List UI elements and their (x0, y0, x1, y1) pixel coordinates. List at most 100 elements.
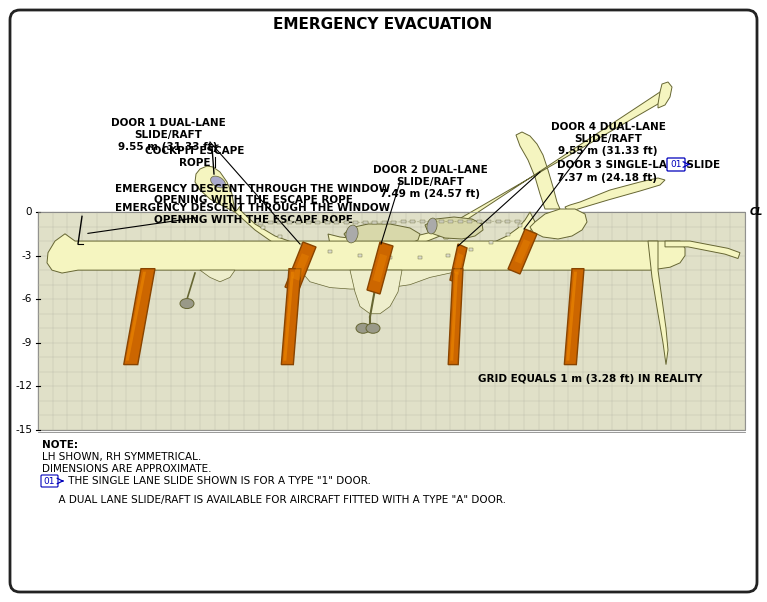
Bar (489, 241, 493, 244)
Bar (258, 222, 263, 225)
Text: 01: 01 (670, 160, 682, 169)
Text: DOOR 4 DUAL-LANE
SLIDE/RAFT
9.55 m (31.33 ft): DOOR 4 DUAL-LANE SLIDE/RAFT 9.55 m (31.3… (551, 122, 666, 155)
Bar (296, 221, 301, 224)
Polygon shape (370, 227, 378, 246)
Polygon shape (665, 241, 740, 258)
Polygon shape (648, 241, 668, 365)
Polygon shape (123, 268, 155, 365)
Text: DOOR 3 SINGLE-LANE SLIDE: DOOR 3 SINGLE-LANE SLIDE (557, 160, 720, 170)
Bar (439, 220, 443, 223)
Polygon shape (658, 82, 672, 108)
Bar (400, 220, 406, 223)
Bar (457, 220, 463, 223)
Bar (469, 248, 473, 251)
Bar (429, 220, 434, 223)
FancyBboxPatch shape (10, 10, 757, 592)
Bar (277, 222, 282, 225)
Bar (505, 220, 510, 223)
Bar (486, 220, 491, 223)
Bar (301, 243, 304, 246)
Polygon shape (448, 268, 463, 365)
Polygon shape (516, 132, 560, 209)
Polygon shape (344, 224, 420, 248)
Bar (518, 224, 522, 227)
Polygon shape (200, 270, 235, 282)
Ellipse shape (356, 323, 370, 334)
Polygon shape (350, 270, 402, 314)
Bar (353, 221, 358, 224)
Bar (381, 220, 387, 223)
Text: 7.37 m (24.18 ft): 7.37 m (24.18 ft) (557, 173, 657, 183)
Bar (418, 256, 422, 259)
Bar (324, 221, 330, 224)
Ellipse shape (346, 225, 358, 243)
Polygon shape (566, 272, 577, 361)
Bar (476, 220, 482, 223)
Bar (448, 220, 453, 223)
Text: 0: 0 (25, 207, 32, 217)
Bar (315, 221, 320, 224)
Text: NOTE:: NOTE: (42, 440, 78, 450)
Polygon shape (235, 206, 535, 270)
Text: -9: -9 (21, 338, 32, 348)
Bar (334, 221, 339, 224)
Polygon shape (515, 239, 531, 264)
Polygon shape (425, 217, 483, 239)
Polygon shape (328, 92, 665, 248)
Ellipse shape (211, 176, 225, 188)
Bar (505, 233, 509, 236)
Text: CL: CL (750, 207, 763, 217)
Bar (467, 220, 472, 223)
Polygon shape (47, 234, 685, 273)
Polygon shape (195, 166, 235, 212)
Text: GRID EQUALS 1 m (3.28 ft) IN REALITY: GRID EQUALS 1 m (3.28 ft) IN REALITY (478, 374, 702, 384)
Polygon shape (292, 253, 309, 281)
Polygon shape (442, 220, 451, 239)
Text: -12: -12 (15, 382, 32, 391)
Ellipse shape (366, 323, 380, 334)
Polygon shape (565, 268, 584, 365)
Polygon shape (281, 268, 301, 365)
Polygon shape (450, 244, 467, 284)
Bar (358, 254, 362, 257)
Text: EMERGENCY DESCENT THROUGH THE WINDOW
OPENING WITH THE ESCAPE ROPE: EMERGENCY DESCENT THROUGH THE WINDOW OPE… (116, 203, 390, 225)
Bar (363, 221, 367, 224)
Polygon shape (530, 209, 587, 239)
Text: -3: -3 (21, 250, 32, 261)
Polygon shape (283, 272, 294, 361)
Bar (388, 256, 392, 259)
Text: -6: -6 (21, 294, 32, 304)
Polygon shape (300, 270, 460, 289)
Bar (305, 221, 311, 224)
Text: DOOR 2 DUAL-LANE
SLIDE/RAFT
7.49 m (24.57 ft): DOOR 2 DUAL-LANE SLIDE/RAFT 7.49 m (24.5… (373, 166, 487, 199)
Ellipse shape (180, 299, 194, 309)
FancyBboxPatch shape (41, 475, 58, 487)
Bar (328, 249, 332, 252)
Bar (515, 220, 519, 223)
Polygon shape (367, 242, 393, 294)
Text: COCKPIT ESCAPE
ROPE: COCKPIT ESCAPE ROPE (145, 146, 245, 168)
Text: 01: 01 (44, 477, 55, 485)
Text: -15: -15 (15, 425, 32, 435)
Polygon shape (454, 253, 463, 275)
Bar (420, 220, 424, 223)
Bar (287, 222, 291, 225)
Ellipse shape (427, 218, 437, 234)
Polygon shape (565, 178, 665, 212)
Text: DIMENSIONS ARE APPROXIMATE.: DIMENSIONS ARE APPROXIMATE. (42, 464, 212, 474)
Polygon shape (450, 272, 458, 361)
Text: THE SINGLE LANE SLIDE SHOWN IS FOR A TYPE "1" DOOR.: THE SINGLE LANE SLIDE SHOWN IS FOR A TYP… (65, 476, 371, 486)
Text: DOOR 1 DUAL-LANE
SLIDE/RAFT
9.55 m (31.33 ft): DOOR 1 DUAL-LANE SLIDE/RAFT 9.55 m (31.3… (110, 119, 225, 152)
Bar (261, 226, 265, 229)
Bar (344, 221, 348, 224)
Bar (372, 221, 377, 224)
Polygon shape (373, 253, 387, 282)
Text: A DUAL LANE SLIDE/RAFT IS AVAILABLE FOR AIRCRAFT FITTED WITH A TYPE "A" DOOR.: A DUAL LANE SLIDE/RAFT IS AVAILABLE FOR … (52, 495, 506, 505)
Text: EMERGENCY DESCENT THROUGH THE WINDOW
OPENING WITH THE ESCAPE ROPE: EMERGENCY DESCENT THROUGH THE WINDOW OPE… (116, 184, 390, 205)
Text: EMERGENCY EVACUATION: EMERGENCY EVACUATION (274, 17, 492, 32)
Bar (278, 235, 282, 238)
FancyBboxPatch shape (667, 158, 685, 171)
Bar (495, 220, 501, 223)
Text: LH SHOWN, RH SYMMETRICAL.: LH SHOWN, RH SYMMETRICAL. (42, 452, 201, 462)
Bar (391, 220, 396, 223)
